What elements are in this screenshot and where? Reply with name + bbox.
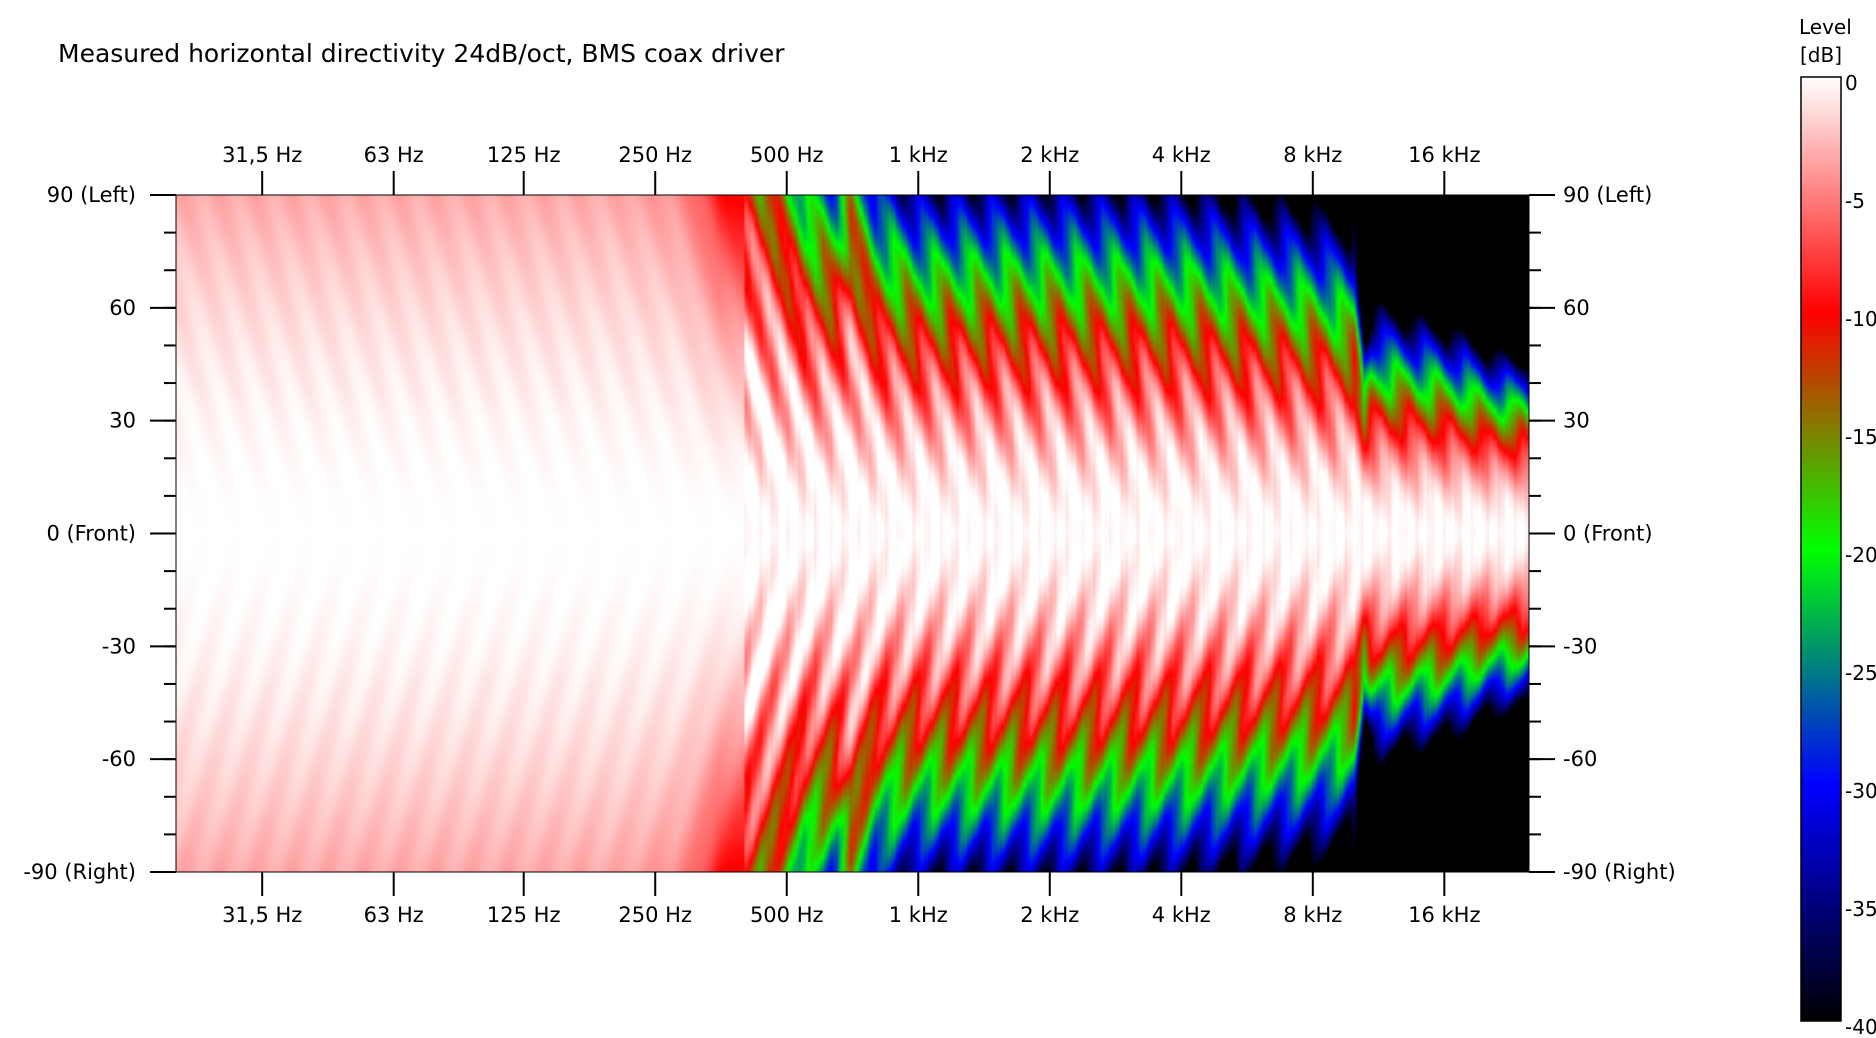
y-tick-label-left: -90 (Right) [23, 860, 136, 884]
x-tick-label-bottom: 500 Hz [750, 903, 824, 927]
heatmap-image [176, 195, 1529, 872]
colorbar-tick-label: -25 [1845, 661, 1876, 685]
colorbar-title-unit: [dB] [1800, 43, 1842, 67]
y-tick-label-right: -30 [1563, 634, 1597, 658]
y-axis-right: 90 (Left) 60 30 0 (Front) -30 -60 -90 (Right) [1529, 183, 1676, 884]
colorbar-tick-label: -35 [1845, 897, 1876, 921]
colorbar [1800, 76, 1842, 1022]
x-tick-label-bottom: 16 kHz [1408, 903, 1480, 927]
x-tick-label-bottom: 250 Hz [618, 903, 692, 927]
x-tick-label-top: 125 Hz [487, 143, 561, 167]
y-tick-label-left: -60 [102, 747, 136, 771]
y-tick-label-left: 90 (Left) [47, 183, 136, 207]
colorbar-tick-label: -5 [1845, 189, 1865, 213]
x-tick-label-top: 250 Hz [618, 143, 692, 167]
x-tick-label-top: 1 kHz [889, 143, 948, 167]
x-tick-label-top: 4 kHz [1152, 143, 1211, 167]
y-tick-label-right: 30 [1563, 409, 1590, 433]
colorbar-tick-label: -15 [1845, 425, 1876, 449]
colorbar-tick-label: -40 [1845, 1015, 1876, 1038]
x-tick-label-top: 63 Hz [364, 143, 424, 167]
colorbar-tick-label: -20 [1845, 543, 1876, 567]
y-tick-label-right: -60 [1563, 747, 1597, 771]
x-tick-label-top: 8 kHz [1283, 143, 1342, 167]
y-tick-label-right: 90 (Left) [1563, 183, 1652, 207]
colorbar-title-level: Level [1799, 15, 1852, 39]
y-tick-label-right: -90 (Right) [1563, 860, 1676, 884]
x-tick-label-bottom: 8 kHz [1283, 903, 1342, 927]
y-tick-label-left: 60 [109, 296, 136, 320]
x-tick-label-bottom: 2 kHz [1020, 903, 1079, 927]
x-tick-label-top: 500 Hz [750, 143, 824, 167]
x-axis-top: 31,5 Hz 63 Hz 125 Hz 250 Hz 500 Hz 1 kHz 2 kHz… [222, 143, 1481, 195]
x-tick-label-bottom: 63 Hz [364, 903, 424, 927]
chart-title: Measured horizontal directivity 24dB/oct… [58, 39, 785, 68]
y-axis-left: 90 (Left) 60 30 0 (Front) -30 -60 -90 (Right) [23, 183, 176, 884]
y-tick-label-left: -30 [102, 634, 136, 658]
x-tick-label-top: 2 kHz [1020, 143, 1079, 167]
colorbar-tick-label: 0 [1845, 71, 1858, 95]
x-tick-label-top: 31,5 Hz [222, 143, 302, 167]
x-tick-label-bottom: 4 kHz [1152, 903, 1211, 927]
x-tick-label-bottom: 125 Hz [487, 903, 561, 927]
y-tick-label-left: 30 [109, 409, 136, 433]
y-tick-label-right: 0 (Front) [1563, 522, 1653, 546]
colorbar-tick-label: -10 [1845, 307, 1876, 331]
y-tick-label-right: 60 [1563, 296, 1590, 320]
x-tick-label-bottom: 31,5 Hz [222, 903, 302, 927]
y-tick-label-left: 0 (Front) [46, 522, 136, 546]
x-tick-label-top: 16 kHz [1408, 143, 1480, 167]
x-axis-bottom: 31,5 Hz 63 Hz 125 Hz 250 Hz 500 Hz 1 kHz 2 kHz… [222, 872, 1481, 927]
x-tick-label-bottom: 1 kHz [889, 903, 948, 927]
colorbar-tick-label: -30 [1845, 779, 1876, 803]
colorbar-ticks: 0 -5 -10 -15 -20 -25 -30 -35 -40 [1845, 71, 1876, 1038]
